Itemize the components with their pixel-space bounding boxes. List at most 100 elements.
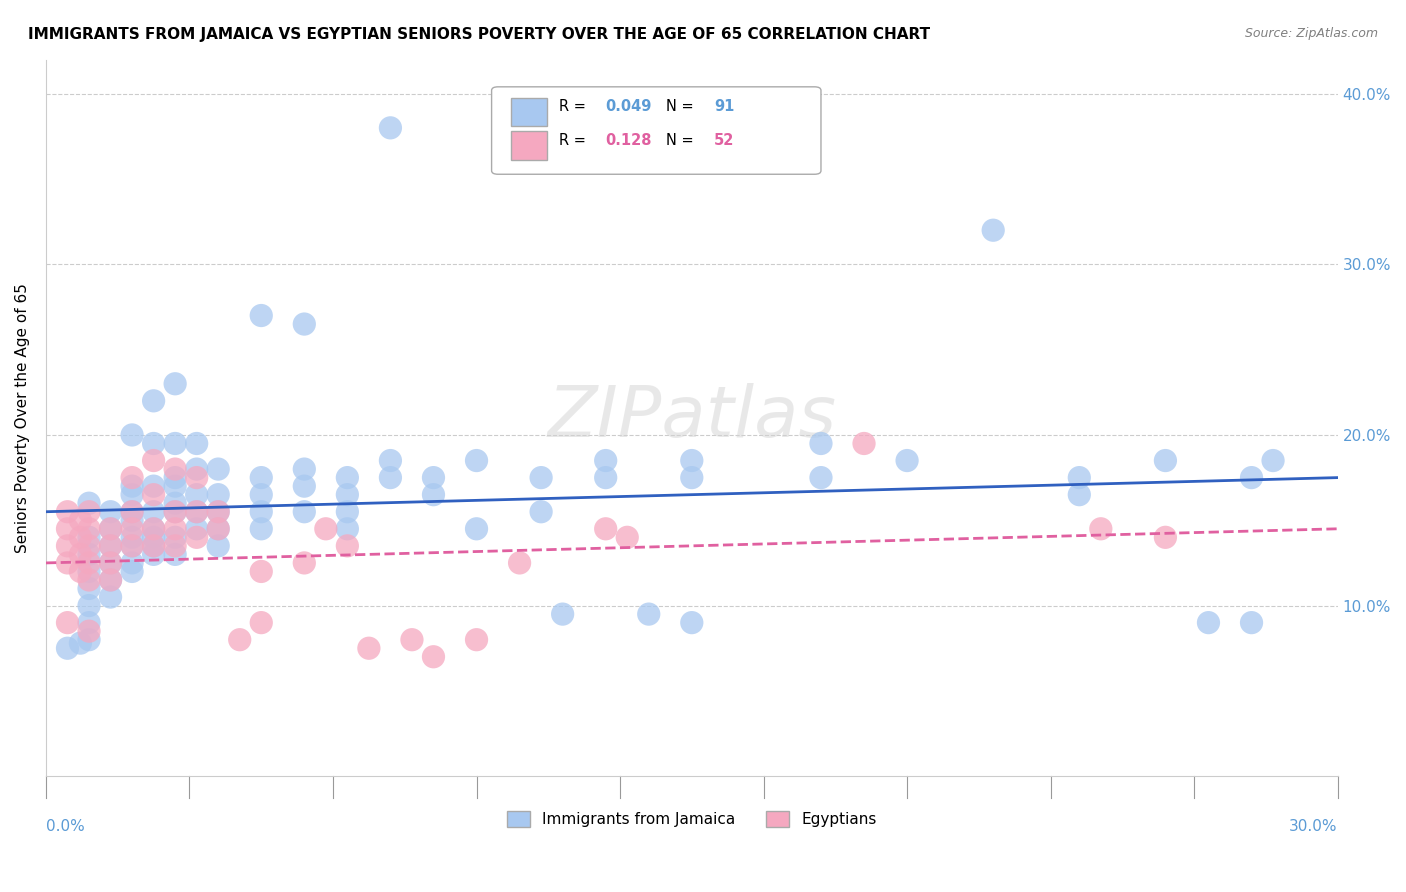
Point bbox=[77, 624, 100, 639]
Text: R =: R = bbox=[558, 99, 591, 114]
Point bbox=[336, 505, 359, 519]
Point bbox=[142, 479, 165, 493]
Point bbox=[595, 453, 617, 467]
Point bbox=[681, 615, 703, 630]
Point bbox=[77, 539, 100, 553]
Point bbox=[100, 573, 122, 587]
Point bbox=[186, 488, 208, 502]
Point bbox=[77, 599, 100, 613]
Point bbox=[77, 632, 100, 647]
Point bbox=[465, 453, 488, 467]
Point bbox=[142, 530, 165, 544]
Point bbox=[810, 436, 832, 450]
Point bbox=[121, 428, 143, 442]
Point bbox=[250, 522, 273, 536]
Point bbox=[509, 556, 531, 570]
Point bbox=[1198, 615, 1220, 630]
Point bbox=[142, 522, 165, 536]
Point bbox=[69, 548, 91, 562]
Point bbox=[336, 522, 359, 536]
Point bbox=[530, 505, 553, 519]
Point bbox=[981, 223, 1004, 237]
Point bbox=[165, 470, 187, 484]
Point bbox=[896, 453, 918, 467]
Text: N =: N = bbox=[666, 133, 699, 148]
Point bbox=[56, 556, 79, 570]
Point bbox=[121, 488, 143, 502]
Point bbox=[121, 505, 143, 519]
Point bbox=[121, 505, 143, 519]
Point bbox=[121, 522, 143, 536]
Point bbox=[465, 632, 488, 647]
Point bbox=[551, 607, 574, 621]
Point bbox=[56, 522, 79, 536]
FancyBboxPatch shape bbox=[510, 97, 547, 127]
Point bbox=[186, 522, 208, 536]
Point bbox=[165, 505, 187, 519]
Point bbox=[336, 488, 359, 502]
Point bbox=[165, 539, 187, 553]
Point bbox=[142, 488, 165, 502]
Point bbox=[853, 436, 876, 450]
Point bbox=[595, 470, 617, 484]
Point bbox=[165, 436, 187, 450]
Point bbox=[250, 615, 273, 630]
Point bbox=[186, 505, 208, 519]
Point bbox=[186, 470, 208, 484]
Point bbox=[250, 565, 273, 579]
Point bbox=[292, 479, 315, 493]
Point bbox=[250, 488, 273, 502]
Point bbox=[56, 539, 79, 553]
Point bbox=[186, 436, 208, 450]
Point bbox=[1090, 522, 1112, 536]
Point bbox=[100, 539, 122, 553]
Point bbox=[1154, 530, 1177, 544]
Point bbox=[165, 479, 187, 493]
FancyBboxPatch shape bbox=[492, 87, 821, 174]
Point bbox=[165, 376, 187, 391]
Point bbox=[250, 505, 273, 519]
Point bbox=[380, 453, 402, 467]
Text: IMMIGRANTS FROM JAMAICA VS EGYPTIAN SENIORS POVERTY OVER THE AGE OF 65 CORRELATI: IMMIGRANTS FROM JAMAICA VS EGYPTIAN SENI… bbox=[28, 27, 931, 42]
Point bbox=[56, 641, 79, 656]
Point bbox=[595, 522, 617, 536]
Point bbox=[69, 530, 91, 544]
Point bbox=[100, 522, 122, 536]
Point bbox=[77, 565, 100, 579]
Point bbox=[142, 539, 165, 553]
Point bbox=[357, 641, 380, 656]
Point bbox=[292, 556, 315, 570]
Point bbox=[292, 317, 315, 331]
Point bbox=[77, 556, 100, 570]
Y-axis label: Seniors Poverty Over the Age of 65: Seniors Poverty Over the Age of 65 bbox=[15, 283, 30, 553]
Point bbox=[207, 505, 229, 519]
Point bbox=[165, 522, 187, 536]
Point bbox=[100, 505, 122, 519]
Point bbox=[77, 530, 100, 544]
Point bbox=[77, 496, 100, 510]
Point bbox=[422, 649, 444, 664]
Point bbox=[186, 462, 208, 476]
Point bbox=[207, 505, 229, 519]
Point bbox=[207, 488, 229, 502]
Point bbox=[165, 462, 187, 476]
Point bbox=[121, 556, 143, 570]
Text: R =: R = bbox=[558, 133, 591, 148]
Point bbox=[250, 470, 273, 484]
Point bbox=[142, 539, 165, 553]
Point bbox=[207, 522, 229, 536]
Point bbox=[380, 120, 402, 135]
Point bbox=[681, 470, 703, 484]
Text: 91: 91 bbox=[714, 99, 734, 114]
Point bbox=[1261, 453, 1284, 467]
Point bbox=[100, 556, 122, 570]
Point bbox=[100, 573, 122, 587]
Point bbox=[56, 615, 79, 630]
Point bbox=[77, 505, 100, 519]
Point bbox=[681, 453, 703, 467]
Point bbox=[336, 470, 359, 484]
FancyBboxPatch shape bbox=[510, 131, 547, 160]
Point bbox=[121, 530, 143, 544]
Text: 52: 52 bbox=[714, 133, 734, 148]
Point bbox=[1154, 453, 1177, 467]
